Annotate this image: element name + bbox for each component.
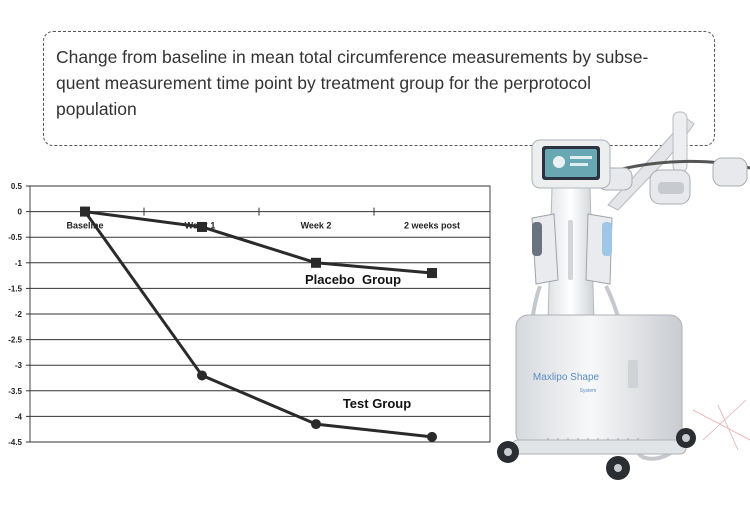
y-tick-label: -2.5 [8, 336, 22, 345]
y-tick-label: -0.5 [8, 233, 22, 242]
y-tick-label: -1 [15, 259, 23, 268]
data-point-square [311, 257, 321, 268]
applicator-handpiece-1 [649, 169, 691, 205]
y-tick-label: 0.5 [11, 182, 23, 191]
y-tick-label: -3 [15, 361, 23, 370]
y-tick-label: -4 [15, 412, 23, 421]
y-tick-label: 0 [18, 208, 23, 217]
series-labels: Placebo Group Test Group [305, 272, 411, 411]
y-tick-label: -1.5 [8, 284, 22, 293]
series-label: Test Group [343, 396, 411, 411]
x-category-label: 2 weeks post [404, 221, 460, 231]
x-category-label: Baseline [66, 221, 103, 231]
data-point-square [427, 268, 437, 279]
data-point-circle [197, 370, 207, 381]
chart-grid [26, 185, 491, 443]
chart-series [80, 206, 437, 442]
data-point-square [197, 221, 207, 232]
caster-wheels [497, 428, 696, 480]
caption-line-1: Change from baseline in mean total circu… [56, 47, 649, 67]
series-line [83, 210, 433, 439]
data-point-circle [311, 419, 321, 430]
caption-text: Change from baseline in mean total circu… [56, 44, 702, 122]
data-point-circle [427, 431, 437, 442]
body-contouring-device-image: Maxlipo Shape System [497, 111, 750, 480]
series-line [84, 210, 433, 275]
x-category-label: Week 2 [301, 221, 332, 231]
caption-line-2: quent measurement time point by treatmen… [56, 73, 592, 93]
caption-box: Change from baseline in mean total circu… [43, 31, 715, 146]
device-brand-sublabel: System [580, 388, 597, 394]
light-beam-decoration [692, 399, 750, 451]
y-axis-ticks: 0.5 0 -0.5 -1 -1.5 -2 -2.5 -3 -3.5 -4 -4.5 [8, 182, 22, 447]
device-brand-label: Maxlipo Shape [533, 372, 600, 383]
y-tick-label: -4.5 [8, 438, 22, 447]
y-tick-label: -2 [15, 310, 23, 319]
series-label: Placebo Group [305, 272, 401, 287]
line-chart: 0.5 0 -0.5 -1 -1.5 -2 -2.5 -3 -3.5 -4 -4.5 Baselin… [8, 182, 491, 447]
applicator-handpiece-2 [712, 157, 748, 187]
y-tick-label: -3.5 [8, 387, 22, 396]
caption-line-3: population [56, 99, 137, 119]
data-point-circle [80, 206, 90, 217]
